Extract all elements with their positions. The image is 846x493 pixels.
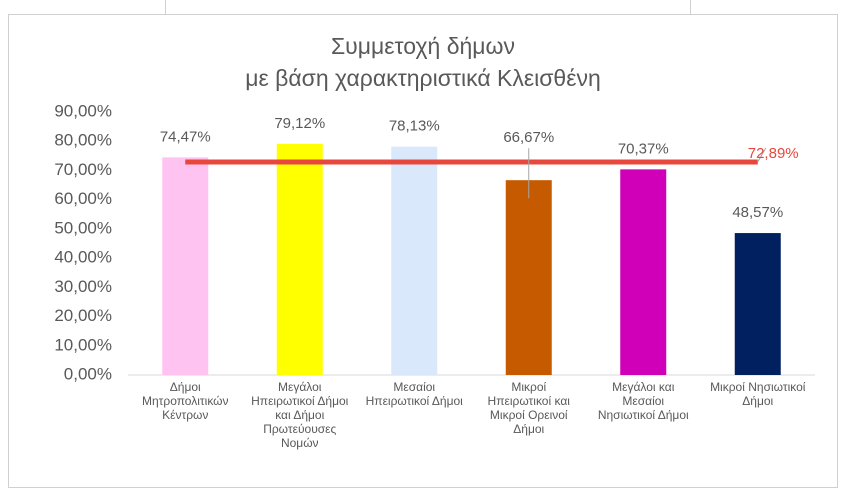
y-tick-label: 0,00% (64, 364, 112, 383)
bar (505, 180, 552, 375)
data-label: 66,67% (503, 129, 554, 146)
x-tick-label: Μικροί Ηπειρωτικοί και Μικροί Ορεινοί Δή… (487, 380, 570, 436)
chart-title: με βάση χαρακτηριστικά Κλεισθένη (245, 65, 601, 91)
y-tick-label: 30,00% (54, 277, 112, 296)
leader-line (757, 147, 767, 163)
y-tick-label: 50,00% (54, 218, 112, 237)
y-tick-label: 10,00% (54, 335, 112, 354)
y-tick-label: 90,00% (54, 101, 112, 120)
bar (734, 233, 781, 375)
bar (391, 146, 438, 375)
bar (620, 169, 667, 375)
x-tick-label: Δήμοι Μητροπολιτικών Κέντρων (141, 380, 229, 422)
data-label: 48,57% (732, 204, 783, 221)
data-label: 79,12% (274, 115, 325, 132)
bar (162, 157, 209, 375)
chart-title: Συμμετοχή δήμων (331, 33, 515, 59)
y-tick-label: 80,00% (54, 131, 112, 150)
reference-label: 72,89% (748, 145, 799, 162)
y-tick-label: 60,00% (54, 189, 112, 208)
y-tick-label: 70,00% (54, 160, 112, 179)
data-label: 74,47% (160, 128, 211, 145)
x-tick-label: Μικροί Νησιωτικοί Δήμοι (710, 380, 806, 408)
data-label: 70,37% (618, 140, 669, 157)
x-tick-label: Μεγάλοι Ηπειρωτικοί Δήμοι και Δήμοι Πρωτ… (251, 380, 349, 450)
y-tick-label: 40,00% (54, 248, 112, 267)
y-tick-label: 20,00% (54, 306, 112, 325)
x-tick-label: Μεσαίοι Ηπειρωτικοί Δήμοι (365, 380, 463, 408)
data-label: 78,13% (389, 118, 440, 135)
bar (276, 143, 323, 375)
x-tick-label: Μεγάλοι και Μεσαίοι Νησιωτικοί Δήμοι (597, 380, 689, 422)
